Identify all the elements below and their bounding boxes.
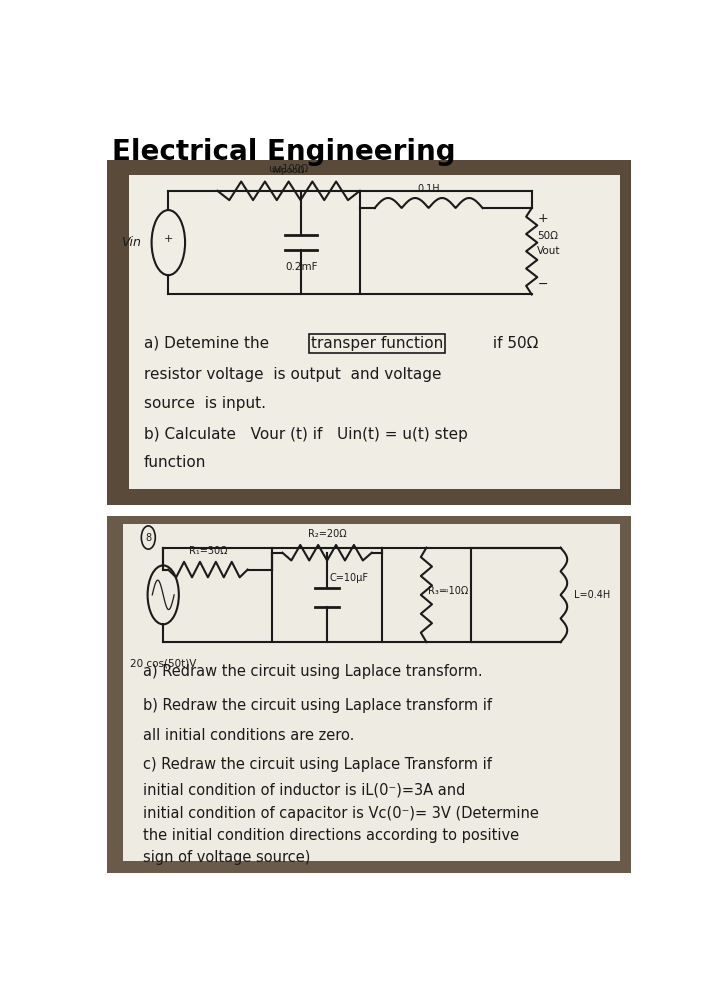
Text: 50Ω: 50Ω <box>537 231 558 241</box>
Text: 8: 8 <box>145 533 151 543</box>
Text: 0.2mF: 0.2mF <box>286 262 318 272</box>
Text: R₃≕10Ω: R₃≕10Ω <box>428 586 468 596</box>
Text: b) Redraw the circuit using Laplace transform if: b) Redraw the circuit using Laplace tran… <box>143 698 492 713</box>
Text: +: + <box>163 234 173 244</box>
Text: 20 cos(50t)V: 20 cos(50t)V <box>130 659 197 669</box>
Text: a) Detemine the: a) Detemine the <box>144 336 274 351</box>
Text: −: − <box>537 278 548 291</box>
Text: R₁=30Ω: R₁=30Ω <box>189 546 227 556</box>
Text: L=0.4H: L=0.4H <box>575 590 611 600</box>
Text: function: function <box>144 455 206 470</box>
Text: wlpooΩ: wlpooΩ <box>272 166 305 175</box>
Text: b) Calculate   Vour (t) if   Uin(t) = u(t) step: b) Calculate Vour (t) if Uin(t) = u(t) s… <box>144 427 468 442</box>
Text: c) Redraw the circuit using Laplace Transform if: c) Redraw the circuit using Laplace Tran… <box>143 757 492 772</box>
Text: Electrical Engineering: Electrical Engineering <box>112 138 456 166</box>
Text: resistor voltage  is output  and voltage: resistor voltage is output and voltage <box>144 368 441 383</box>
FancyBboxPatch shape <box>107 517 631 873</box>
Text: initial condition of capacitor is Vc(0⁻)= 3V (Determine: initial condition of capacitor is Vc(0⁻)… <box>143 806 539 821</box>
Text: sign of voltage source): sign of voltage source) <box>143 850 311 865</box>
Text: transper function: transper function <box>311 336 443 351</box>
Text: 0.1H: 0.1H <box>418 184 440 194</box>
FancyBboxPatch shape <box>129 175 620 489</box>
Text: +: + <box>537 211 548 225</box>
Text: Vout: Vout <box>537 247 561 256</box>
FancyBboxPatch shape <box>124 524 620 861</box>
Text: a) Redraw the circuit using Laplace transform.: a) Redraw the circuit using Laplace tran… <box>143 665 483 679</box>
FancyBboxPatch shape <box>107 160 631 505</box>
Text: C=10μF: C=10μF <box>330 573 369 583</box>
Text: if 50Ω: if 50Ω <box>487 336 538 351</box>
Text: initial condition of inductor is iL(0⁻)=3A and: initial condition of inductor is iL(0⁻)=… <box>143 782 466 798</box>
Text: the initial condition directions according to positive: the initial condition directions accordi… <box>143 828 519 843</box>
Text: uω100Ω: uω100Ω <box>269 164 309 174</box>
Text: R₂=20Ω: R₂=20Ω <box>307 529 346 539</box>
Text: Vin: Vin <box>120 236 140 249</box>
Text: source  is input.: source is input. <box>144 396 266 411</box>
Text: all initial conditions are zero.: all initial conditions are zero. <box>143 728 355 743</box>
